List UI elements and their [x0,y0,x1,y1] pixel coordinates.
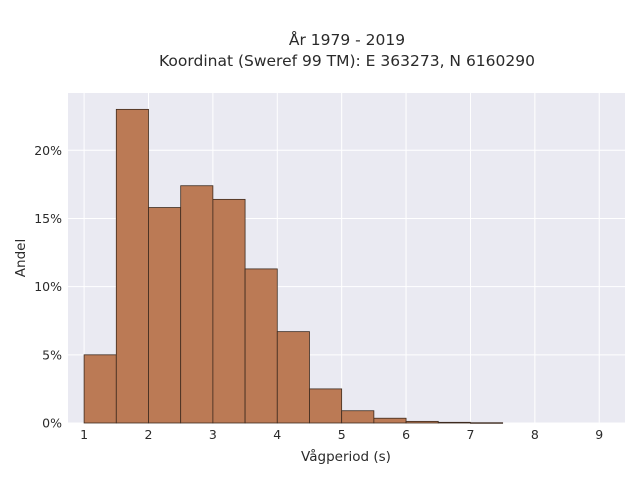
x-tick-label: 8 [531,427,539,442]
x-tick-label: 3 [209,427,217,442]
histogram-bar [212,198,246,424]
histogram-bar [373,417,407,424]
x-tick-label: 6 [402,427,410,442]
histogram-bar [115,108,149,424]
histogram-bar [244,268,278,424]
x-tick-label: 1 [80,427,88,442]
x-axis-ticks: 1 2 3 4 5 6 7 8 9 [80,427,603,442]
y-axis-label: Andel [13,239,29,277]
histogram-bar [470,422,504,424]
chart-title-line-2: Koordinat (Sweref 99 TM): E 363273, N 61… [159,52,535,70]
y-tick-label: 10% [34,279,62,294]
histogram-bar [148,207,182,424]
x-axis-label: Vågperiod (s) [301,448,391,465]
histogram-bar [83,354,117,424]
histogram-bar [437,421,471,424]
histogram-bar [309,388,343,424]
x-tick-label: 2 [145,427,153,442]
histogram-bar [180,185,214,424]
y-axis-ticks: 0% 5% 10% 15% 20% [34,143,62,431]
y-tick-label: 15% [34,211,62,226]
histogram-bar [341,410,375,424]
x-tick-label: 7 [466,427,474,442]
histogram-bar [405,420,439,424]
histogram-bar [276,331,310,424]
y-tick-label: 0% [42,416,62,431]
x-tick-label: 9 [595,427,603,442]
y-tick-label: 20% [34,143,62,158]
x-tick-label: 4 [273,427,281,442]
bars [83,108,504,424]
chart-title-line-1: År 1979 - 2019 [289,30,405,49]
x-tick-label: 5 [338,427,346,442]
y-tick-label: 5% [42,347,62,362]
